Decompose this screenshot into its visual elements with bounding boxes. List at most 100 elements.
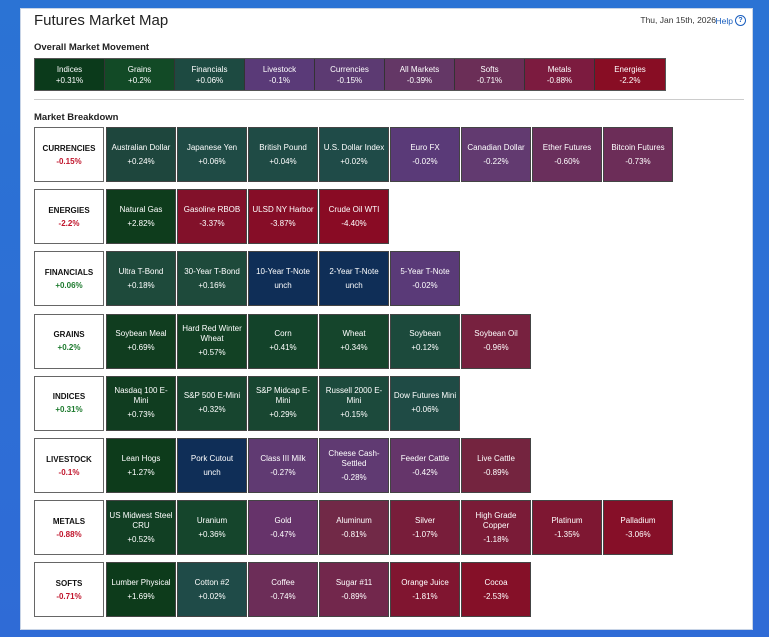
market-tile-u-s-dollar-index[interactable]: U.S. Dollar Index +0.02% <box>319 127 389 182</box>
market-tile-hard-red-winter-wheat[interactable]: Hard Red Winter Wheat +0.57% <box>177 313 247 369</box>
sector-label[interactable]: LIVESTOCK -0.1% <box>34 438 104 493</box>
market-tile-euro-fx[interactable]: Euro FX -0.02% <box>390 127 460 182</box>
help-link[interactable]: Help ? <box>716 15 746 26</box>
market-tile-high-grade-copper[interactable]: High Grade Copper -1.18% <box>461 500 531 556</box>
market-tile-pct: +1.27% <box>127 467 155 477</box>
breakdown-row-indices: INDICES +0.31% Nasdaq 100 E-Mini +0.73% S&P … <box>34 375 461 431</box>
market-tile-pork-cutout[interactable]: Pork Cutout unch <box>177 438 247 493</box>
market-tile-bitcoin-futures[interactable]: Bitcoin Futures -0.73% <box>603 127 673 182</box>
sector-label[interactable]: METALS -0.88% <box>34 500 104 556</box>
overall-tile-pct: -0.15% <box>336 75 363 85</box>
market-tile-name: Aluminum <box>336 515 372 525</box>
market-tile-name: Coffee <box>271 577 295 587</box>
market-tile-5-year-t-note[interactable]: 5-Year T-Note -0.02% <box>390 251 460 307</box>
market-tile-nasdaq-100-e-mini[interactable]: Nasdaq 100 E-Mini +0.73% <box>106 375 176 431</box>
market-tile-orange-juice[interactable]: Orange Juice -1.81% <box>390 562 460 618</box>
market-tile-corn[interactable]: Corn +0.41% <box>248 313 318 369</box>
breakdown-row-energies: ENERGIES -2.2% Natural Gas +2.82% Gasoline R… <box>34 189 390 245</box>
market-tile-10-year-t-note[interactable]: 10-Year T-Note unch <box>248 251 318 307</box>
market-tile-name: Dow Futures Mini <box>393 391 457 401</box>
market-tile-feeder-cattle[interactable]: Feeder Cattle -0.42% <box>390 438 460 493</box>
sector-label[interactable]: CURRENCIES -0.15% <box>34 127 104 182</box>
overall-tile-currencies[interactable]: Currencies -0.15% <box>315 59 385 90</box>
overall-tile-indices[interactable]: Indices +0.31% <box>35 59 105 90</box>
market-tile-pct: +0.04% <box>269 156 297 166</box>
overall-tile-energies[interactable]: Energies -2.2% <box>595 59 665 90</box>
market-tile-name: Ultra T-Bond <box>118 266 164 276</box>
sector-label[interactable]: ENERGIES -2.2% <box>34 189 104 245</box>
market-tile-ultra-t-bond[interactable]: Ultra T-Bond +0.18% <box>106 251 176 307</box>
market-tile-lean-hogs[interactable]: Lean Hogs +1.27% <box>106 438 176 493</box>
market-tile-platinum[interactable]: Platinum -1.35% <box>532 500 602 556</box>
market-tile-ulsd-ny-harbor[interactable]: ULSD NY Harbor -3.87% <box>248 189 318 245</box>
market-tile-dow-futures-mini[interactable]: Dow Futures Mini +0.06% <box>390 375 460 431</box>
overall-tile-financials[interactable]: Financials +0.06% <box>175 59 245 90</box>
market-tile-pct: -0.81% <box>341 529 367 539</box>
market-tile-name: Natural Gas <box>119 204 163 214</box>
market-tile-ether-futures[interactable]: Ether Futures -0.60% <box>532 127 602 182</box>
overall-tile-all-markets[interactable]: All Markets -0.39% <box>385 59 455 90</box>
market-tile-s-p-midcap-e-mini[interactable]: S&P Midcap E-Mini +0.29% <box>248 375 318 431</box>
market-tile-name: US Midwest Steel CRU <box>109 510 173 530</box>
question-icon[interactable]: ? <box>735 15 746 26</box>
sector-label[interactable]: GRAINS +0.2% <box>34 313 104 369</box>
sector-label[interactable]: FINANCIALS +0.06% <box>34 251 104 307</box>
overall-tile-grains[interactable]: Grains +0.2% <box>105 59 175 90</box>
market-tile-cocoa[interactable]: Cocoa -2.53% <box>461 562 531 618</box>
market-tile-pct: +0.32% <box>198 405 226 415</box>
market-tile-russell-2000-e-mini[interactable]: Russell 2000 E-Mini +0.15% <box>319 375 389 431</box>
market-tile-pct: +1.69% <box>127 591 155 601</box>
market-tile-s-p-500-e-mini[interactable]: S&P 500 E-Mini +0.32% <box>177 375 247 431</box>
market-tile-crude-oil-wti[interactable]: Crude Oil WTI -4.40% <box>319 189 389 245</box>
market-tile-name: 10-Year T-Note <box>256 266 310 276</box>
market-tile-pct: -2.53% <box>483 591 509 601</box>
market-tile-japanese-yen[interactable]: Japanese Yen +0.06% <box>177 127 247 182</box>
market-tile-wheat[interactable]: Wheat +0.34% <box>319 313 389 369</box>
market-tile-pct: -1.18% <box>483 534 509 544</box>
market-tile-cotton-2[interactable]: Cotton #2 +0.02% <box>177 562 247 618</box>
market-tile-lumber-physical[interactable]: Lumber Physical +1.69% <box>106 562 176 618</box>
help-label[interactable]: Help <box>715 15 733 26</box>
market-tile-gold[interactable]: Gold -0.47% <box>248 500 318 556</box>
market-tile-coffee[interactable]: Coffee -0.74% <box>248 562 318 618</box>
market-tile-live-cattle[interactable]: Live Cattle -0.89% <box>461 438 531 493</box>
market-tile-name: Lean Hogs <box>121 453 161 463</box>
sector-label[interactable]: INDICES +0.31% <box>34 375 104 431</box>
market-tile-australian-dollar[interactable]: Australian Dollar +0.24% <box>106 127 176 182</box>
market-tile-name: Russell 2000 E-Mini <box>325 386 383 406</box>
market-tile-british-pound[interactable]: British Pound +0.04% <box>248 127 318 182</box>
market-tile-canadian-dollar[interactable]: Canadian Dollar -0.22% <box>461 127 531 182</box>
market-tile-silver[interactable]: Silver -1.07% <box>390 500 460 556</box>
overall-tile-pct: +0.2% <box>128 75 151 85</box>
market-tile-name: Class III Milk <box>260 453 306 463</box>
market-tile-soybean-oil[interactable]: Soybean Oil -0.96% <box>461 313 531 369</box>
market-tile-sugar-11[interactable]: Sugar #11 -0.89% <box>319 562 389 618</box>
market-tile-pct: -4.40% <box>341 218 367 228</box>
market-tile-aluminum[interactable]: Aluminum -0.81% <box>319 500 389 556</box>
market-tile-2-year-t-note[interactable]: 2-Year T-Note unch <box>319 251 389 307</box>
market-tile-cheese-cash-settled[interactable]: Cheese Cash-Settled -0.28% <box>319 438 389 493</box>
market-tile-name: Euro FX <box>410 142 440 152</box>
market-tile-name: S&P 500 E-Mini <box>183 391 241 401</box>
market-tile-palladium[interactable]: Palladium -3.06% <box>603 500 673 556</box>
market-tile-pct: +0.29% <box>269 410 297 420</box>
market-tile-natural-gas[interactable]: Natural Gas +2.82% <box>106 189 176 245</box>
overall-tile-metals[interactable]: Metals -0.88% <box>525 59 595 90</box>
market-tile-pct: +0.06% <box>411 405 439 415</box>
market-tile-class-iii-milk[interactable]: Class III Milk -0.27% <box>248 438 318 493</box>
market-tile-pct: -0.27% <box>270 467 296 477</box>
overall-tile-name: Energies <box>614 64 646 74</box>
market-tile-us-midwest-steel-cru[interactable]: US Midwest Steel CRU +0.52% <box>106 500 176 556</box>
market-tile-uranium[interactable]: Uranium +0.36% <box>177 500 247 556</box>
overall-tile-softs[interactable]: Softs -0.71% <box>455 59 525 90</box>
sector-label[interactable]: SOFTS -0.71% <box>34 562 104 618</box>
market-tile-gasoline-rbob[interactable]: Gasoline RBOB -3.37% <box>177 189 247 245</box>
market-tile-soybean-meal[interactable]: Soybean Meal +0.69% <box>106 313 176 369</box>
market-tile-name: Live Cattle <box>477 453 515 463</box>
overall-tile-livestock[interactable]: Livestock -0.1% <box>245 59 315 90</box>
overall-tile-pct: +0.06% <box>195 75 224 85</box>
market-tile-soybean[interactable]: Soybean +0.12% <box>390 313 460 369</box>
market-tile-pct: +0.16% <box>198 280 226 290</box>
market-tile-30-year-t-bond[interactable]: 30-Year T-Bond +0.16% <box>177 251 247 307</box>
sector-name: INDICES <box>52 392 86 402</box>
